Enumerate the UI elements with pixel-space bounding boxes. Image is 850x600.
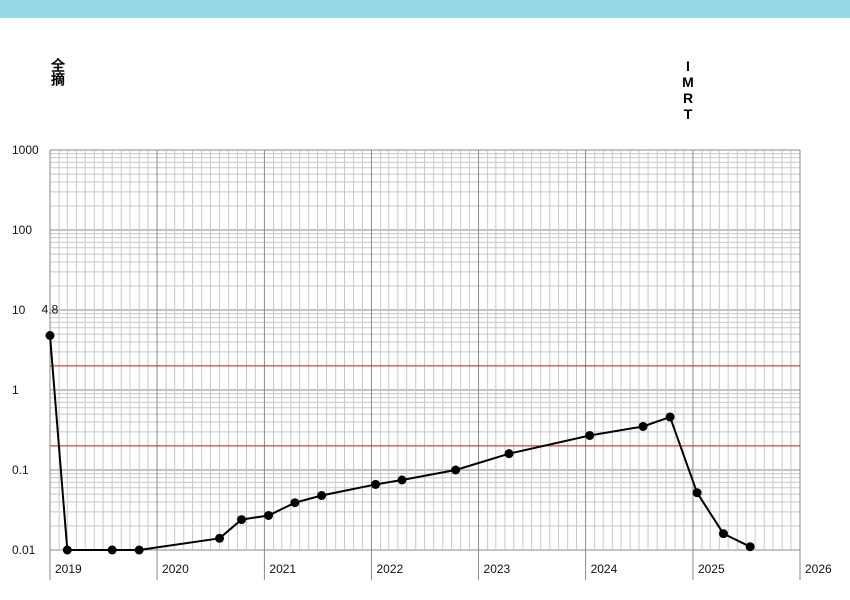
data-point (665, 412, 675, 422)
data-point (585, 430, 595, 440)
data-point (107, 545, 117, 555)
y-tick-label: 0.01 (12, 543, 36, 557)
data-point (397, 475, 407, 485)
x-tick-label: 2019 (55, 562, 82, 576)
data-point (264, 510, 274, 520)
x-tick-label: 2024 (591, 562, 618, 576)
reference-lines (50, 365, 800, 447)
data-point (134, 545, 144, 555)
top-bar (0, 0, 850, 18)
y-tick-label: 10 (12, 303, 26, 317)
chart-series (45, 331, 755, 555)
value-label: 4.8 (42, 303, 59, 317)
data-point (692, 488, 702, 498)
data-point (718, 529, 728, 539)
chart-annotations: 4.8 (42, 303, 59, 317)
data-point (290, 498, 300, 508)
x-tick-label: 2026 (805, 562, 832, 576)
x-tick-label: 2020 (162, 562, 189, 576)
y-axis: 1000 100 10 1 0.1 0.01 (12, 143, 39, 557)
series-line (49, 335, 751, 551)
radiation-label: IMRT (680, 58, 696, 122)
x-axis: 2019 2020 2021 2022 2023 2024 2025 2026 (49, 550, 832, 580)
data-point (45, 331, 55, 341)
data-point (745, 542, 755, 552)
data-point (371, 479, 381, 489)
x-tick-label: 2023 (484, 562, 511, 576)
y-tick-label: 0.1 (12, 463, 29, 477)
data-point (638, 421, 648, 431)
surgery-label: 全摘 (50, 58, 66, 86)
y-tick-label: 100 (12, 223, 32, 237)
x-tick-label: 2022 (376, 562, 403, 576)
data-point (237, 515, 247, 525)
data-point (317, 491, 327, 501)
x-tick-label: 2021 (269, 562, 296, 576)
x-tick-label: 2025 (698, 562, 725, 576)
y-tick-label: 1 (12, 383, 19, 397)
data-point (451, 465, 461, 475)
chart-grid (49, 149, 801, 551)
y-tick-label: 1000 (12, 143, 39, 157)
data-point (504, 449, 514, 459)
data-point (215, 533, 225, 543)
data-point (62, 545, 72, 555)
